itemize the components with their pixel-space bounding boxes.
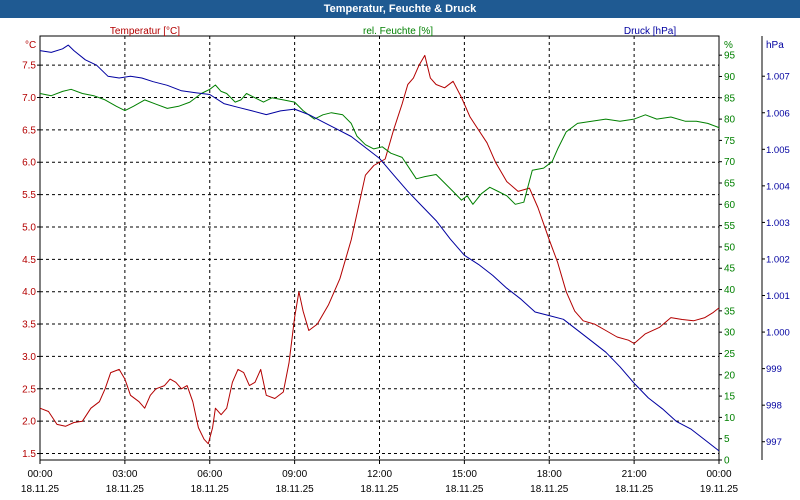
tick-label-date: 18.11.25 (445, 484, 484, 495)
tick-label-temperature: 3.5 (22, 320, 36, 331)
tick-label-humidity: 15 (724, 392, 736, 403)
tick-label-humidity: 0 (724, 456, 730, 467)
tick-label-time: 12:00 (367, 469, 392, 480)
tick-label-time: 18:00 (537, 469, 562, 480)
tick-label-humidity: 45 (724, 264, 736, 275)
tick-label-humidity: 25 (724, 349, 736, 360)
tick-label-date: 18.11.25 (276, 484, 315, 495)
tick-label-time: 06:00 (197, 469, 222, 480)
tick-label-humidity: 80 (724, 115, 736, 126)
tick-label-temperature: 1.5 (22, 449, 36, 460)
tick-label-pressure: 1.003 (766, 218, 790, 229)
tick-label-date: 18.11.25 (360, 484, 399, 495)
tick-label-temperature: 2.5 (22, 384, 36, 395)
grid (37, 36, 765, 464)
window-title: Temperatur, Feuchte & Druck (0, 0, 800, 18)
tick-label-temperature: 7.5 (22, 61, 36, 72)
tick-label-pressure: 1.007 (766, 72, 790, 83)
tick-label-temperature: 2.0 (22, 417, 36, 428)
tick-label-humidity: 55 (724, 221, 736, 232)
tick-label-humidity: 70 (724, 157, 736, 168)
tick-label-pressure: 1.002 (766, 254, 790, 265)
tick-label-humidity: 35 (724, 306, 736, 317)
temperature-line (39, 54, 720, 445)
tick-label-pressure: 998 (766, 401, 782, 412)
tick-label-humidity: 90 (724, 72, 736, 83)
tick-label-humidity: 20 (724, 370, 736, 381)
tick-label-temperature: 6.0 (22, 158, 36, 169)
tick-label-temperature: 6.5 (22, 125, 36, 136)
tick-label-temperature: 4.5 (22, 255, 36, 266)
tick-label-humidity: 95 (724, 51, 736, 62)
legend-humidity: rel. Feuchte [%] (363, 26, 433, 37)
tick-label-date: 18.11.25 (191, 484, 230, 495)
tick-label-pressure: 997 (766, 437, 782, 448)
tick-label-time: 09:00 (282, 469, 307, 480)
series-group (39, 44, 720, 452)
tick-label-time: 03:00 (112, 469, 137, 480)
legend-pressure: Druck [hPa] (624, 26, 676, 37)
tick-label-date: 18.11.25 (530, 484, 569, 495)
tick-label-pressure: 1.005 (766, 145, 790, 156)
tick-label-humidity: 50 (724, 242, 736, 253)
tick-label-humidity: 60 (724, 200, 736, 211)
tick-label-time: 15:00 (452, 469, 477, 480)
tick-label-time: 00:00 (27, 469, 52, 480)
tick-label-pressure: 1.001 (766, 291, 790, 302)
tick-label-humidity: 5 (724, 434, 730, 445)
tick-label-temperature: 5.0 (22, 222, 36, 233)
tick-label-humidity: 40 (724, 285, 736, 296)
tick-label-pressure: 1.004 (766, 181, 790, 192)
tick-label-humidity: 85 (724, 93, 736, 104)
tick-label-pressure: 1.006 (766, 108, 790, 119)
tick-label-humidity: 75 (724, 136, 736, 147)
tick-label-time: 00:00 (706, 469, 731, 480)
tick-label-date: 18.11.25 (615, 484, 654, 495)
unit-celsius: °C (25, 40, 36, 51)
tick-label-date: 18.11.25 (21, 484, 60, 495)
tick-label-date: 18.11.25 (106, 484, 145, 495)
pressure-line (39, 44, 720, 452)
tick-label-pressure: 1.000 (766, 328, 790, 339)
unit-hpa: hPa (766, 40, 784, 51)
tick-label-temperature: 4.0 (22, 287, 36, 298)
tick-label-humidity: 10 (724, 413, 736, 424)
tick-label-temperature: 5.5 (22, 190, 36, 201)
tick-label-time: 21:00 (622, 469, 647, 480)
tick-label-temperature: 3.0 (22, 352, 36, 363)
tick-label-humidity: 65 (724, 179, 736, 190)
legend-temperature: Temperatur [°C] (110, 26, 180, 37)
tick-label-pressure: 999 (766, 364, 782, 375)
tick-label-temperature: 7.0 (22, 93, 36, 104)
tick-label-date: 19.11.25 (700, 484, 739, 495)
tick-label-humidity: 30 (724, 328, 736, 339)
humidity-line (39, 84, 720, 205)
unit-percent: % (724, 40, 733, 51)
tick-labels: 1.5 2.0 2.5 3.0 3.5 4.0 4.5 5.0 5.5 6.0 6.5 7.0 7.5 0… (21, 51, 790, 495)
